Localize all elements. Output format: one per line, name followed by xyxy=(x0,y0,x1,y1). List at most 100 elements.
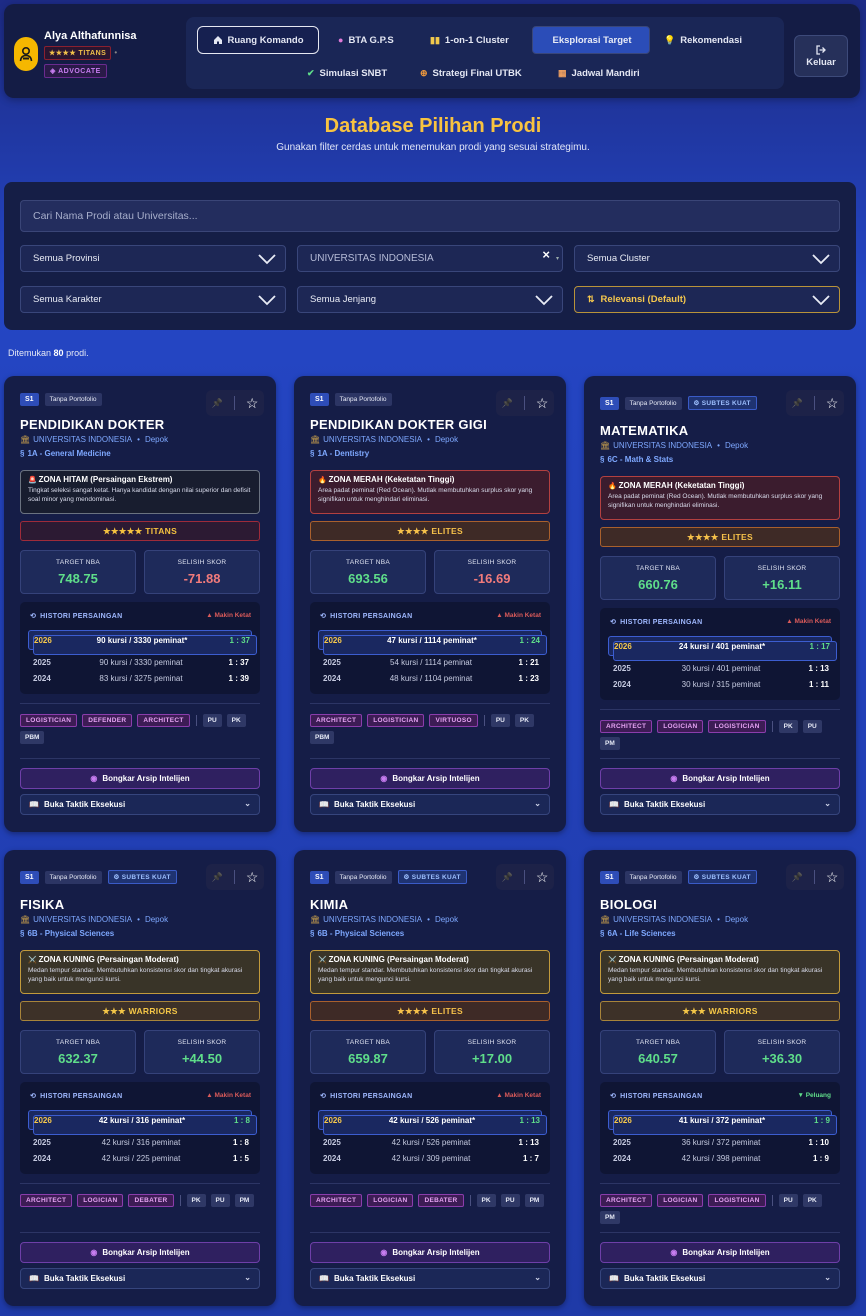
institution-icon: 🏛 xyxy=(600,915,611,924)
subtest-tag: PU xyxy=(500,1194,520,1207)
zone-description: Area padat peminat (Red Ocean). Mutlak m… xyxy=(318,487,533,503)
selisih-skor-box: SELISIH SKOR -16.69 xyxy=(434,550,550,594)
pin-icon[interactable]: 📌 xyxy=(501,397,513,408)
eye-icon: ◉ xyxy=(380,774,388,783)
subtest-tag: PK xyxy=(514,714,534,727)
target-nba-value: 748.75 xyxy=(58,571,98,586)
menu-eksplorasi-target[interactable]: Eksplorasi Target xyxy=(532,26,650,54)
select-sort[interactable]: ⇅ Relevansi (Default) xyxy=(574,286,840,313)
personality-tag: ARCHITECT xyxy=(310,714,363,727)
subtest-tag: PU xyxy=(802,720,822,733)
history-panel: ⟲ HISTORI PERSAINGAN ▼ Peluang 2026 41 kursi… xyxy=(600,1082,840,1174)
subtest-tag: PK xyxy=(226,714,246,727)
star-icon[interactable]: ☆ xyxy=(245,394,259,411)
target-nba-label: TARGET NBA xyxy=(636,565,680,572)
city-name: Depok xyxy=(144,435,169,444)
zone-title-text: ZONA KUNING (Persaingan Moderat) xyxy=(618,955,759,964)
select-cluster[interactable]: Semua Cluster xyxy=(574,245,840,272)
menu-strategi-final[interactable]: ⊕ Strategi Final UTBK xyxy=(410,60,532,86)
selisih-skor-label: SELISIH SKOR xyxy=(467,1039,517,1046)
prodi-card: S1 Tanpa Portofolio ⚙ SUBTES KUAT 📌 ☆ MATEMAT… xyxy=(584,376,856,832)
trend-indicator: ▼ Peluang xyxy=(797,1092,831,1099)
history-year: 2024 xyxy=(613,1154,631,1163)
search-input[interactable]: Cari Nama Prodi atau Universitas... xyxy=(20,200,840,232)
jenjang-badge: S1 xyxy=(20,870,39,884)
card-actions: 📌 ☆ xyxy=(496,390,554,416)
pin-icon[interactable]: 📌 xyxy=(791,871,803,882)
history-row: 2025 36 kursi / 372 peminat 1 : 10 xyxy=(613,1138,829,1147)
arsip-label: Bongkar Arsip Intelijen xyxy=(392,1248,480,1257)
history-detail: 83 kursi / 3275 peminat xyxy=(99,674,183,683)
star-icon[interactable]: ☆ xyxy=(825,394,839,411)
pin-icon[interactable]: 📌 xyxy=(501,871,513,882)
zone-title-text: ZONA MERAH (Keketatan Tinggi) xyxy=(328,475,455,484)
buka-taktik-button[interactable]: 📖 Buka Taktik Eksekusi ⌄ xyxy=(310,1268,550,1289)
buka-taktik-button[interactable]: 📖 Buka Taktik Eksekusi ⌄ xyxy=(20,1268,260,1289)
history-title: ⟲ HISTORI PERSAINGAN xyxy=(610,1092,702,1101)
subtest-tag: PK xyxy=(186,1194,206,1207)
history-title: ⟲ HISTORI PERSAINGAN xyxy=(610,618,702,627)
menu-ruang-komando[interactable]: Ruang Komando xyxy=(197,26,319,54)
prodi-card: S1 Tanpa Portofolio 📌 ☆ PENDIDIKAN DOKTER 🏛 UN… xyxy=(4,376,276,832)
logout-button[interactable]: Keluar xyxy=(794,35,848,77)
bongkar-arsip-button[interactable]: ◉ Bongkar Arsip Intelijen xyxy=(310,768,550,789)
zone-title-text: ZONA MERAH (Keketatan Tinggi) xyxy=(618,481,745,490)
pin-icon[interactable]: 📌 xyxy=(791,397,803,408)
history-row: 2024 30 kursi / 315 peminat 1 : 11 xyxy=(613,680,829,689)
menu-bta-gps[interactable]: ● BTA G.P.S xyxy=(328,27,404,53)
select-jenjang[interactable]: Semua Jenjang xyxy=(297,286,563,313)
buka-taktik-button[interactable]: 📖 Buka Taktik Eksekusi ⌄ xyxy=(600,1268,840,1289)
chevron-down-icon: ⌄ xyxy=(244,1273,251,1282)
history-detail: 42 kursi / 316 peminat xyxy=(101,1138,181,1147)
history-row: 2025 54 kursi / 1114 peminat 1 : 21 xyxy=(323,658,539,667)
tier-badge: ★★★★ ELITES xyxy=(310,1001,550,1021)
buka-taktik-button[interactable]: 📖 Buka Taktik Eksekusi ⌄ xyxy=(20,794,260,815)
user-profile[interactable]: Alya Althafunnisa ★★★★ TITANS • ◈ ADVOCAT… xyxy=(14,30,137,78)
menu-jadwal-mandiri[interactable]: ▦ Jadwal Mandiri xyxy=(548,60,650,86)
pin-icon[interactable]: 📌 xyxy=(211,397,223,408)
selisih-skor-value: +16.11 xyxy=(762,577,802,592)
trend-indicator: ▲ Makin Ketat xyxy=(786,618,831,625)
pin-icon[interactable]: 📌 xyxy=(211,871,223,882)
zone-title: ⚔️ ZONA KUNING (Persaingan Moderat) xyxy=(608,955,832,964)
bongkar-arsip-button[interactable]: ◉ Bongkar Arsip Intelijen xyxy=(600,1242,840,1263)
zone-description: Area padat peminat (Red Ocean). Mutlak m… xyxy=(608,493,823,509)
star-icon[interactable]: ☆ xyxy=(245,868,259,885)
clear-icon[interactable]: × xyxy=(542,247,550,262)
history-title: ⟲ HISTORI PERSAINGAN xyxy=(320,612,412,621)
select-value: UNIVERSITAS INDONESIA xyxy=(310,253,434,264)
history-detail: 42 kursi / 398 peminat xyxy=(681,1154,761,1163)
subtes-kuat-label: SUBTES KUAT xyxy=(701,874,751,881)
star-icon[interactable]: ☆ xyxy=(535,394,549,411)
menu-1on1-cluster[interactable]: ▮▮ 1-on-1 Cluster xyxy=(420,27,519,53)
history-year: 2026 xyxy=(34,636,52,645)
history-detail: 54 kursi / 1114 peminat xyxy=(390,658,472,667)
buka-taktik-button[interactable]: 📖 Buka Taktik Eksekusi ⌄ xyxy=(600,794,840,815)
bongkar-arsip-button[interactable]: ◉ Bongkar Arsip Intelijen xyxy=(20,768,260,789)
bongkar-arsip-button[interactable]: ◉ Bongkar Arsip Intelijen xyxy=(600,768,840,789)
select-universitas[interactable]: UNIVERSITAS INDONESIA × ▾ xyxy=(297,245,563,272)
star-icon[interactable]: ☆ xyxy=(825,868,839,885)
personality-tag: LOGICIAN xyxy=(367,1194,414,1207)
menu-rekomendasi[interactable]: 💡 Rekomendasi xyxy=(654,27,752,53)
zone-title: 🔥 ZONA MERAH (Keketatan Tinggi) xyxy=(608,481,832,490)
history-detail: 42 kursi / 309 peminat xyxy=(391,1154,471,1163)
select-provinsi[interactable]: Semua Provinsi xyxy=(20,245,286,272)
buka-taktik-button[interactable]: 📖 Buka Taktik Eksekusi ⌄ xyxy=(310,794,550,815)
bongkar-arsip-button[interactable]: ◉ Bongkar Arsip Intelijen xyxy=(310,1242,550,1263)
personality-tag: LOGISTICIAN xyxy=(20,714,78,727)
logout-icon xyxy=(816,44,826,55)
arsip-label: Bongkar Arsip Intelijen xyxy=(102,1248,190,1257)
select-karakter[interactable]: Semua Karakter xyxy=(20,286,286,313)
prodi-cluster: § 1A - General Medicine xyxy=(20,449,111,458)
star-icon[interactable]: ☆ xyxy=(535,868,549,885)
select-value: Semua Provinsi xyxy=(33,253,100,264)
personality-tag: LOGISTICIAN xyxy=(367,714,425,727)
menu-simulasi-snbt[interactable]: ✔ Simulasi SNBT xyxy=(297,60,397,86)
zone-title: ⚔️ ZONA KUNING (Persaingan Moderat) xyxy=(318,955,542,964)
card-actions: 📌 ☆ xyxy=(786,864,844,890)
target-nba-label: TARGET NBA xyxy=(56,1039,100,1046)
bongkar-arsip-button[interactable]: ◉ Bongkar Arsip Intelijen xyxy=(20,1242,260,1263)
target-nba-value: 632.37 xyxy=(58,1051,98,1066)
menu-label: Eksplorasi Target xyxy=(552,34,632,46)
